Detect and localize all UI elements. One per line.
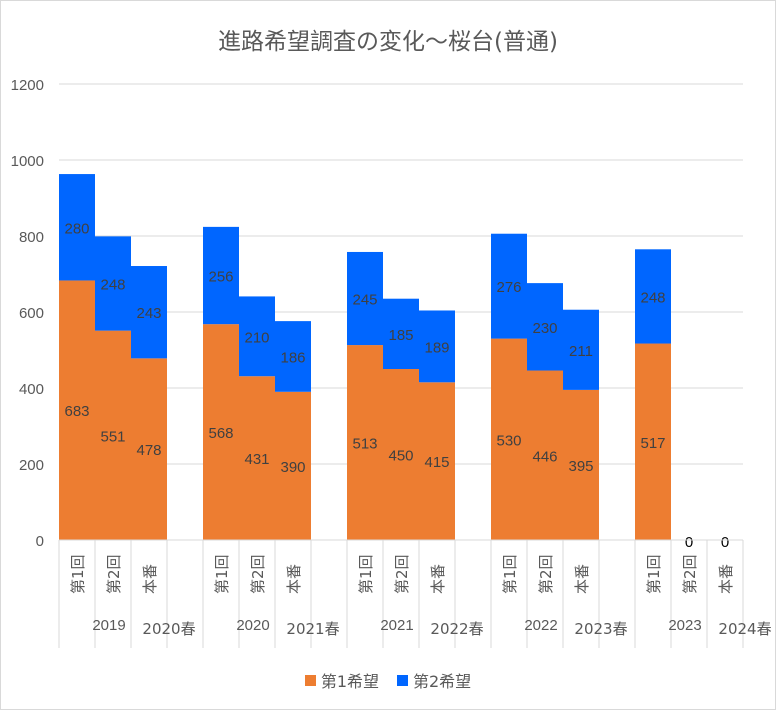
data-label: 248 [640, 289, 665, 306]
y-tick-label: 400 [19, 381, 44, 398]
x-category-label: 第2回 [681, 554, 699, 594]
bar-first-choice [59, 280, 95, 540]
x-category-label: 本番 [429, 564, 447, 594]
legend-item-second-choice[interactable]: 第2希望 [397, 668, 471, 692]
x-group-year-label: 2020 [236, 617, 269, 634]
x-group-spring-label: 2024春 [718, 620, 771, 638]
bar-second-choice [203, 226, 239, 325]
data-label: 0 [685, 534, 693, 551]
bar-second-choice [383, 298, 419, 369]
x-category-label: 第1回 [213, 554, 231, 594]
data-label: 230 [532, 320, 557, 337]
bar-second-choice [59, 174, 95, 281]
y-tick-label: 800 [19, 229, 44, 246]
legend-label: 第2希望 [413, 672, 472, 691]
x-category-label: 第1回 [501, 554, 519, 594]
data-label: 211 [569, 343, 593, 360]
x-category-label: 本番 [573, 564, 591, 594]
legend: 第1希望 第2希望 [0, 668, 776, 692]
x-group-year-label: 2022 [524, 617, 557, 634]
data-label: 431 [244, 451, 269, 468]
bar-first-choice [491, 338, 527, 540]
data-label: 568 [208, 425, 233, 442]
bar-second-choice [239, 296, 275, 377]
data-label: 243 [136, 305, 161, 322]
x-category-label: 第1回 [645, 554, 663, 594]
data-label: 530 [496, 432, 521, 449]
legend-label: 第1希望 [320, 672, 379, 691]
data-label: 189 [424, 339, 449, 356]
y-tick-label: 1000 [11, 153, 44, 170]
y-tick-label: 0 [36, 533, 44, 550]
data-label: 513 [352, 436, 377, 453]
data-label: 280 [64, 220, 89, 237]
x-category-label: 第2回 [105, 554, 123, 594]
bar-first-choice [275, 391, 311, 540]
bar-first-choice [563, 389, 599, 540]
data-label: 551 [100, 428, 125, 445]
x-category-label: 本番 [141, 564, 159, 594]
bar-first-choice [527, 370, 563, 540]
x-group-spring-label: 2023春 [574, 620, 627, 638]
x-category-label: 第2回 [537, 554, 555, 594]
data-label: 390 [280, 459, 305, 476]
x-category-label: 本番 [717, 564, 735, 594]
data-label: 210 [244, 329, 269, 346]
bar-first-choice [347, 345, 383, 540]
data-label: 276 [496, 279, 521, 296]
x-category-label: 第1回 [69, 554, 87, 594]
x-category-label: 第2回 [249, 554, 267, 594]
data-label: 185 [388, 327, 413, 344]
data-label: 683 [64, 403, 89, 420]
data-label: 446 [532, 448, 557, 465]
legend-swatch-second-choice [397, 674, 408, 686]
x-category-label: 本番 [285, 564, 303, 594]
y-tick-label: 1200 [11, 77, 44, 94]
data-label: 450 [388, 448, 413, 465]
data-label: 256 [208, 269, 233, 286]
x-category-label: 第1回 [357, 554, 375, 594]
bar-second-choice [635, 249, 671, 344]
bar-first-choice [635, 343, 671, 540]
legend-item-first-choice[interactable]: 第1希望 [304, 668, 379, 692]
bar-second-choice [131, 266, 167, 359]
bar-first-choice [95, 330, 131, 540]
data-label: 248 [100, 277, 125, 294]
bar-first-choice [203, 324, 239, 540]
data-label: 478 [136, 442, 161, 459]
bar-second-choice [347, 251, 383, 346]
bar-second-choice [275, 321, 311, 392]
bar-second-choice [527, 283, 563, 371]
bar-first-choice [383, 369, 419, 540]
bar-first-choice [131, 358, 167, 540]
data-label: 186 [280, 349, 305, 366]
x-group-year-label: 2023 [668, 617, 701, 634]
bar-first-choice [239, 376, 275, 540]
data-label: 415 [424, 454, 449, 471]
bar-second-choice [419, 310, 455, 383]
y-tick-label: 200 [19, 457, 44, 474]
y-tick-label: 600 [19, 305, 44, 322]
x-group-spring-label: 2020春 [142, 620, 195, 638]
x-group-spring-label: 2021春 [286, 620, 339, 638]
data-label: 0 [721, 534, 729, 551]
bar-second-choice [563, 309, 599, 390]
x-group-spring-label: 2022春 [430, 620, 483, 638]
data-label: 245 [352, 292, 377, 309]
data-label: 517 [640, 435, 665, 452]
x-category-label: 第2回 [393, 554, 411, 594]
bar-second-choice [95, 236, 131, 331]
x-group-year-label: 2019 [92, 617, 125, 634]
data-label: 395 [568, 458, 593, 475]
chart-title: 進路希望調査の変化～桜台(普通) [218, 29, 558, 55]
bar-first-choice [419, 382, 455, 540]
bar-second-choice [491, 233, 527, 339]
x-group-year-label: 2021 [380, 617, 413, 634]
legend-swatch-first-choice [304, 674, 316, 686]
